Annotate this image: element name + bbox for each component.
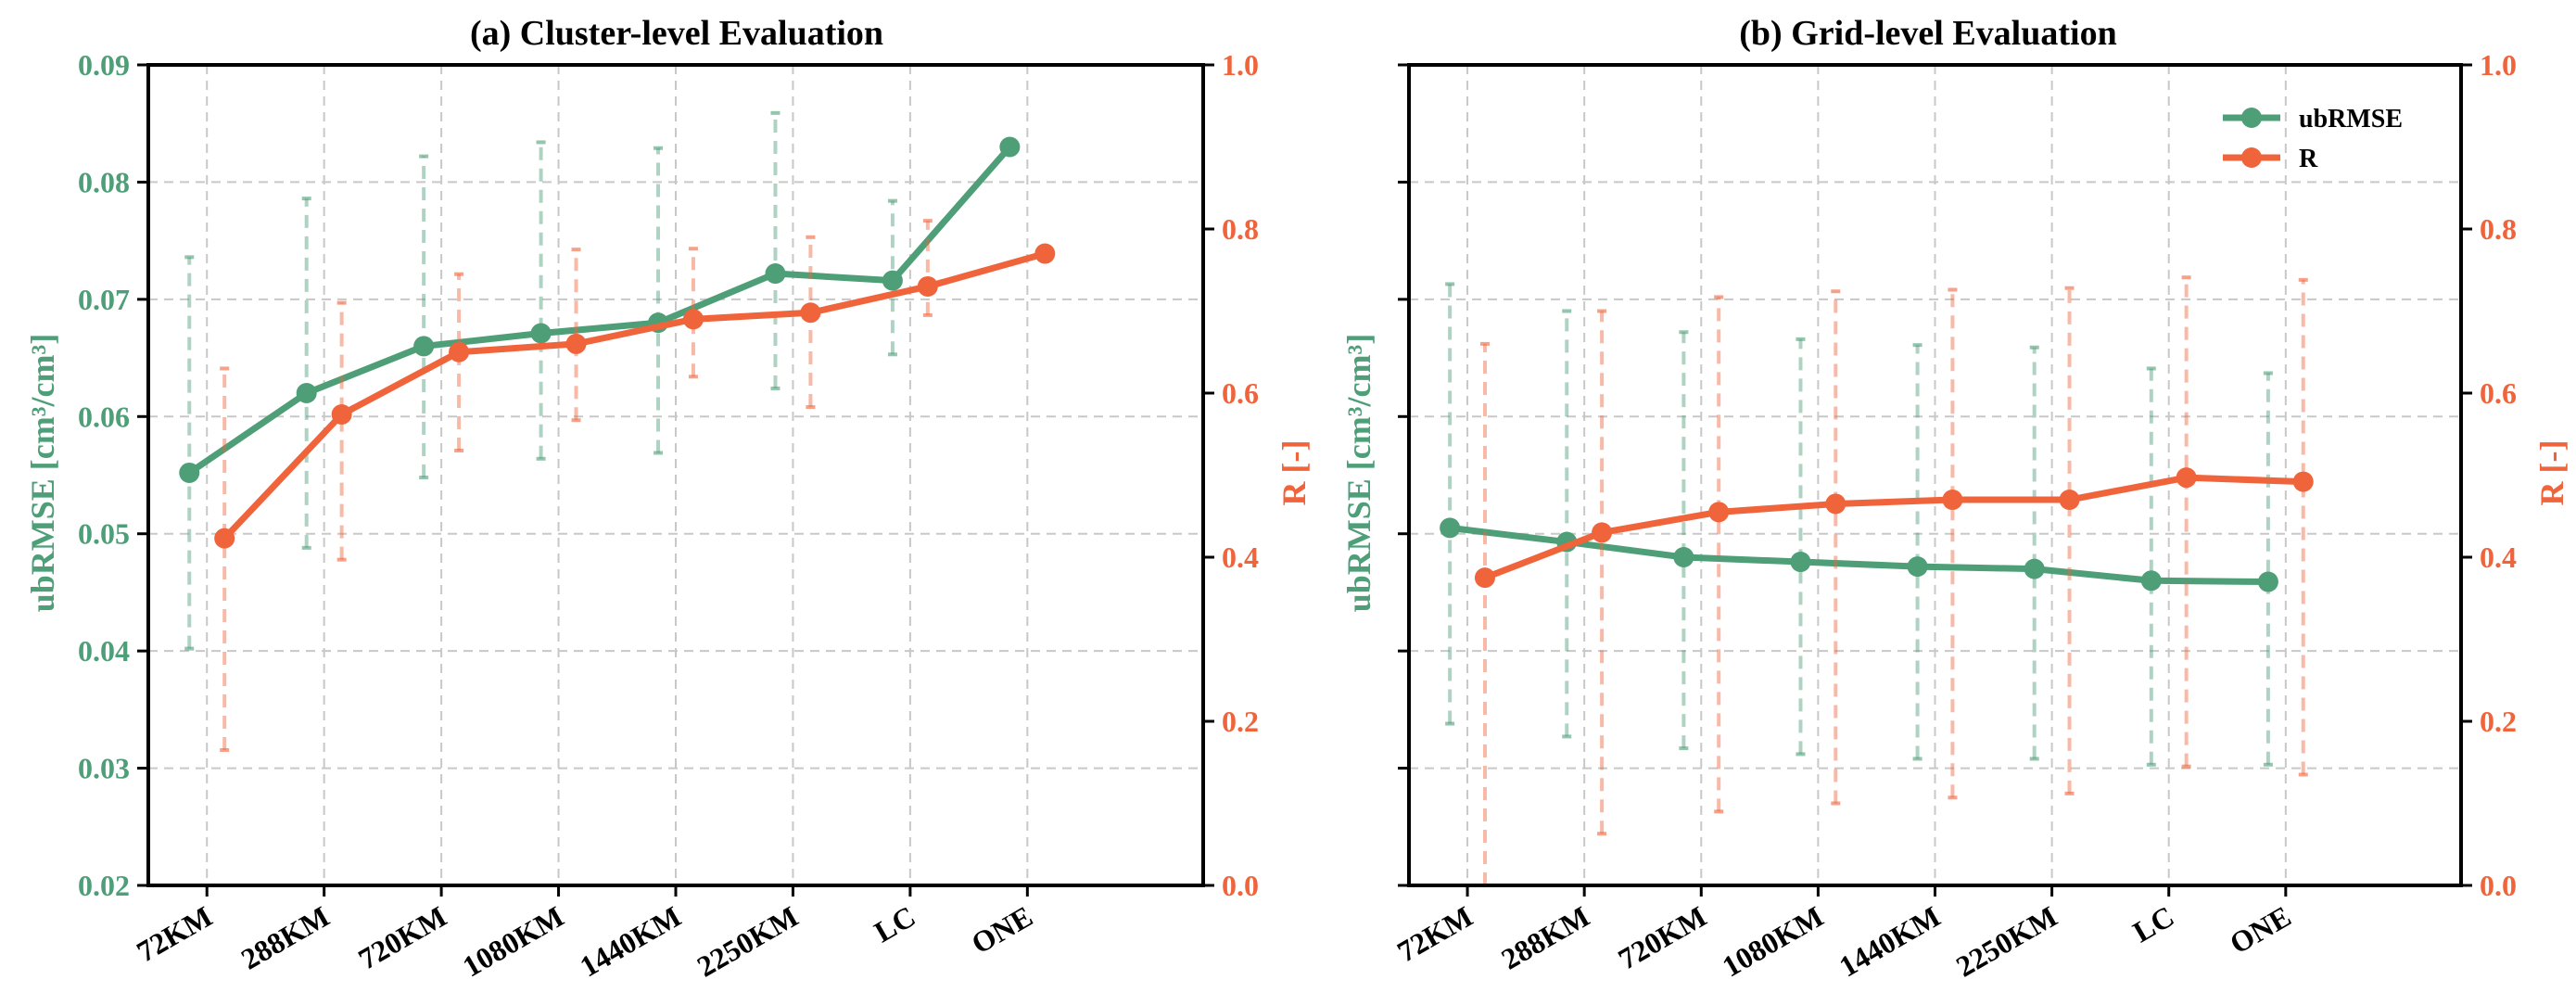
x-tick-label: 2250KM	[692, 899, 804, 984]
data-point	[1790, 552, 1811, 573]
data-point	[1673, 547, 1694, 567]
y-tick-label-right: 0.4	[2480, 541, 2517, 574]
series-line	[1483, 474, 2303, 581]
x-tick-label: ONE	[2224, 899, 2296, 960]
plot-frame	[146, 63, 1205, 887]
data-point	[2059, 490, 2080, 511]
y-axis-right-ticks: 0.0 0.2 0.4 0.6 0.8 1.0	[2461, 48, 2517, 902]
data-point	[413, 336, 435, 357]
y-tick-label-right: 0.8	[1222, 212, 1259, 246]
data-point	[765, 263, 786, 285]
data-point	[882, 270, 903, 291]
series-line	[222, 250, 1047, 541]
y-tick-label-left: 0.06	[78, 400, 130, 433]
y-axis-label-left: ubRMSE [cm³/cm³]	[24, 334, 61, 613]
panel-grid-level: (b) Grid-level Evaluation ubRMSE [cm³/cm…	[1340, 14, 2570, 984]
data-point	[800, 302, 821, 324]
y-axis-right-ticks: 0.0 0.2 0.4 0.6 0.8 1.0	[1203, 48, 1259, 902]
data-point	[449, 341, 470, 363]
x-axis-ticks: 72KM 288KM 720KM 1080KM 1440KM 2250KM LC ONE	[131, 885, 1038, 984]
data-point	[179, 462, 200, 483]
x-tick-label: 288KM	[1495, 899, 1594, 976]
data-point	[2024, 558, 2045, 579]
panel-cluster-level: (a) Cluster-level Evaluation ubRMSE [cm³…	[24, 14, 1313, 984]
data-point	[1708, 502, 1730, 523]
data-point	[1942, 490, 1963, 511]
data-point	[214, 528, 235, 549]
series-r	[1474, 275, 2314, 887]
x-tick-label: 1440KM	[574, 899, 686, 984]
panel-title: (a) Cluster-level Evaluation	[470, 14, 883, 53]
x-tick-label: 288KM	[235, 899, 335, 976]
legend: ubRMSE R	[2223, 105, 2403, 173]
data-point	[1907, 556, 1928, 578]
y-tick-label-right: 1.0	[1222, 48, 1259, 82]
data-point	[1592, 522, 1613, 543]
x-tick-label: 72KM	[131, 899, 217, 969]
series-ubrmse	[179, 110, 1021, 651]
series-r	[214, 219, 1056, 752]
x-axis-ticks: 72KM 288KM 720KM 1080KM 1440KM 2250KM LC ONE	[1391, 885, 2296, 984]
data-point	[1034, 243, 1056, 264]
panel-title: (b) Grid-level Evaluation	[1739, 14, 2116, 53]
data-point	[530, 323, 552, 344]
data-point	[1825, 493, 1846, 515]
y-tick-label-right: 1.0	[2480, 48, 2517, 82]
data-point	[2176, 467, 2197, 489]
data-point	[2257, 571, 2278, 592]
data-point	[565, 333, 587, 354]
legend-marker	[2241, 108, 2262, 128]
y-tick-label-right: 0.6	[1222, 376, 1259, 410]
legend-label: R	[2299, 145, 2318, 173]
data-point	[917, 275, 938, 297]
data-point	[2140, 570, 2162, 592]
series-line	[187, 145, 1012, 476]
data-point	[999, 136, 1021, 158]
y-axis-label-left: ubRMSE [cm³/cm³]	[1340, 334, 1377, 613]
y-tick-label-right: 0.2	[1222, 705, 1259, 738]
data-point	[331, 404, 352, 426]
data-point	[296, 383, 317, 403]
y-axis-label-right: R [-]	[1275, 440, 1313, 506]
x-tick-label: ONE	[966, 899, 1038, 960]
x-tick-label: 720KM	[1612, 899, 1711, 976]
x-tick-label: LC	[2127, 899, 2179, 948]
data-point	[1440, 517, 1461, 539]
x-tick-label: 1080KM	[1717, 899, 1829, 984]
y-tick-label-left: 0.08	[78, 165, 130, 198]
x-tick-label: 1080KM	[457, 899, 569, 984]
x-tick-label: 72KM	[1391, 899, 1478, 969]
y-tick-label-right: 0.6	[2480, 376, 2517, 410]
y-axis-left-ticks: 0.02 0.03 0.04 0.05 0.06 0.07 0.08 0.09	[78, 48, 148, 902]
y-tick-label-left: 0.09	[78, 48, 130, 82]
y-tick-label-right: 0.8	[2480, 212, 2517, 246]
y-tick-label-left: 0.05	[78, 517, 130, 551]
y-tick-label-left: 0.02	[78, 869, 130, 902]
y-tick-label-right: 0.0	[1222, 869, 1259, 902]
x-tick-label: 720KM	[352, 899, 451, 976]
legend-label: ubRMSE	[2299, 105, 2403, 134]
plot-frame	[1407, 63, 2463, 887]
y-tick-label-left: 0.04	[78, 634, 130, 668]
series-ubrmse	[1440, 282, 2278, 767]
y-tick-label-left: 0.07	[78, 283, 130, 316]
data-point	[2292, 471, 2314, 492]
y-tick-label-right: 0.2	[2480, 705, 2517, 738]
data-point	[682, 309, 704, 330]
data-point	[1474, 567, 1495, 589]
series-line	[1449, 524, 2268, 586]
x-tick-label: 2250KM	[1950, 899, 2062, 984]
legend-marker	[2241, 147, 2262, 168]
y-tick-label-right: 0.4	[1222, 541, 1259, 574]
y-tick-label-left: 0.03	[78, 752, 130, 785]
x-tick-label: LC	[869, 899, 920, 948]
y-axis-label-right: R [-]	[2533, 440, 2570, 506]
x-tick-label: 1440KM	[1834, 899, 1946, 984]
y-tick-label-right: 0.0	[2480, 869, 2517, 902]
